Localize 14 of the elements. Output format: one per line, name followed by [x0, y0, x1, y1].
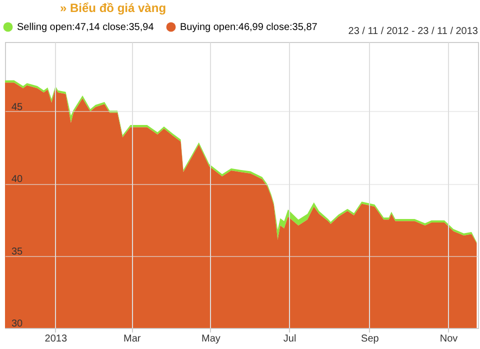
legend-label: Selling open:47,14 close:35,94 [17, 22, 154, 33]
y-tick-label: 45 [12, 102, 24, 113]
x-tick-label: May [202, 334, 220, 344]
x-tick-label: Nov [440, 334, 458, 344]
x-tick-label: 2013 [44, 334, 68, 344]
y-tick-label: 35 [12, 246, 24, 258]
x-tick-label: Mar [124, 334, 142, 344]
x-tick-label: Sep [361, 334, 380, 344]
y-tick-label: 30 [12, 318, 24, 330]
legend-label: Buying open:46,99 close:35,87 [180, 22, 318, 33]
text: 23 / 11 / 2012 - 23 / 11 / 2013 [348, 26, 478, 37]
chart-title: » Biểu đồ giá vàng [60, 1, 166, 15]
x-tick-label: Jul [283, 334, 296, 344]
y-tick-label: 40 [12, 174, 24, 186]
